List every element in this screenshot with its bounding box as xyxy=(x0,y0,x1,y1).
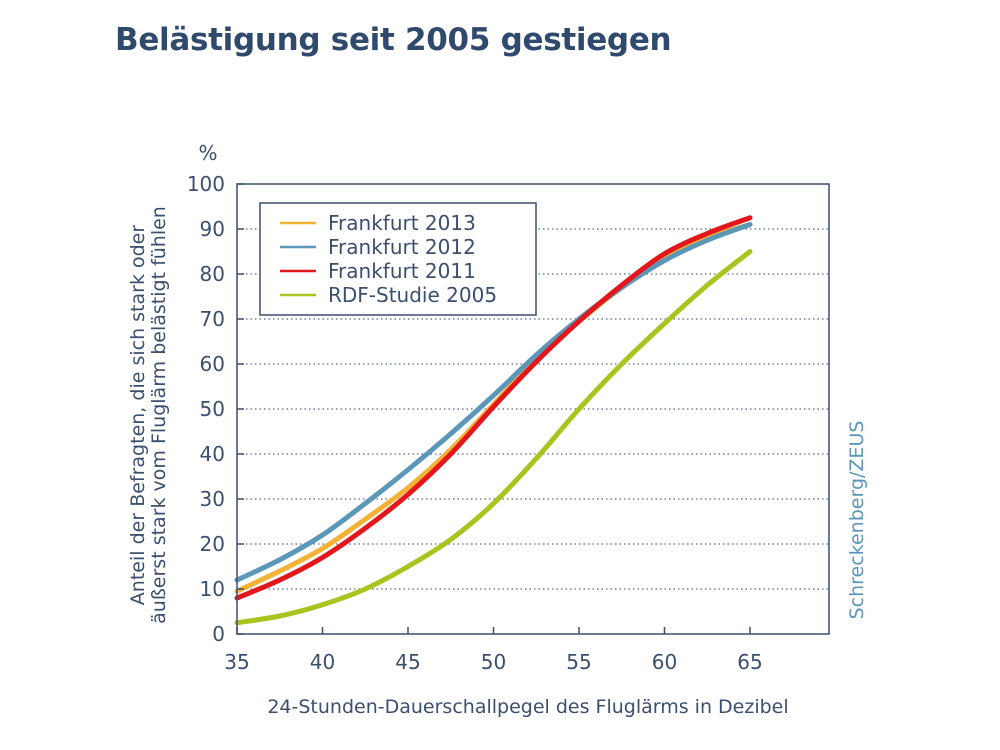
y-tick-label-0: 0 xyxy=(212,622,225,646)
credit-label: Schreckenberg/ZEUS xyxy=(846,421,868,620)
y-tick-label-80: 80 xyxy=(200,262,225,286)
x-tick-label-50: 50 xyxy=(481,650,506,674)
x-axis-label: 24-Stunden-Dauerschallpegel des Fluglärm… xyxy=(267,696,788,718)
x-tick-label-55: 55 xyxy=(566,650,591,674)
y-tick-label-70: 70 xyxy=(200,307,225,331)
series-lines xyxy=(234,215,753,626)
y-unit-label: % xyxy=(198,141,217,165)
chart-title: Belästigung seit 2005 gestiegen xyxy=(115,22,672,58)
y-tick-label-100: 100 xyxy=(187,172,225,196)
y-axis-label-line-1: Anteil der Befragten, die sich stark ode… xyxy=(127,225,149,606)
y-tick-label-90: 90 xyxy=(200,217,225,241)
x-tick-label-40: 40 xyxy=(310,650,335,674)
legend-box xyxy=(259,202,537,316)
y-tick-label-40: 40 xyxy=(200,442,225,466)
y-axis-label-line-2: äußerst stark vom Fluglärm belästigt füh… xyxy=(148,206,170,624)
legend-label-frankfurt-2012: Frankfurt 2012 xyxy=(328,235,476,259)
series-line-frankfurt-2012 xyxy=(234,222,753,583)
legend-label-rdf-studie-2005: RDF-Studie 2005 xyxy=(328,283,497,307)
x-tick-label-45: 45 xyxy=(395,650,420,674)
y-tick-label-20: 20 xyxy=(200,532,225,556)
x-tick-label-65: 65 xyxy=(737,650,762,674)
legend-label-frankfurt-2013: Frankfurt 2013 xyxy=(328,211,476,235)
x-tick-label-35: 35 xyxy=(224,650,249,674)
y-tick-label-10: 10 xyxy=(200,577,225,601)
y-tick-label-60: 60 xyxy=(200,352,225,376)
y-tick-label-30: 30 xyxy=(200,487,225,511)
legend-label-frankfurt-2011: Frankfurt 2011 xyxy=(328,259,476,283)
series-line-rdf-studie-2005 xyxy=(234,249,753,626)
y-tick-label-50: 50 xyxy=(200,397,225,421)
axes: 0 10 20 30 40 50 60 70 80 90 100 35 40 45 50 55 60 65 xyxy=(187,172,830,674)
x-tick-label-60: 60 xyxy=(652,650,677,674)
series-line-frankfurt-2011 xyxy=(234,215,753,601)
